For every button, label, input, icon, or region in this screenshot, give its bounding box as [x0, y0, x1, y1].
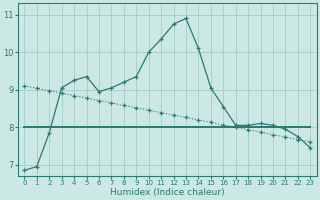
X-axis label: Humidex (Indice chaleur): Humidex (Indice chaleur)	[110, 188, 225, 197]
